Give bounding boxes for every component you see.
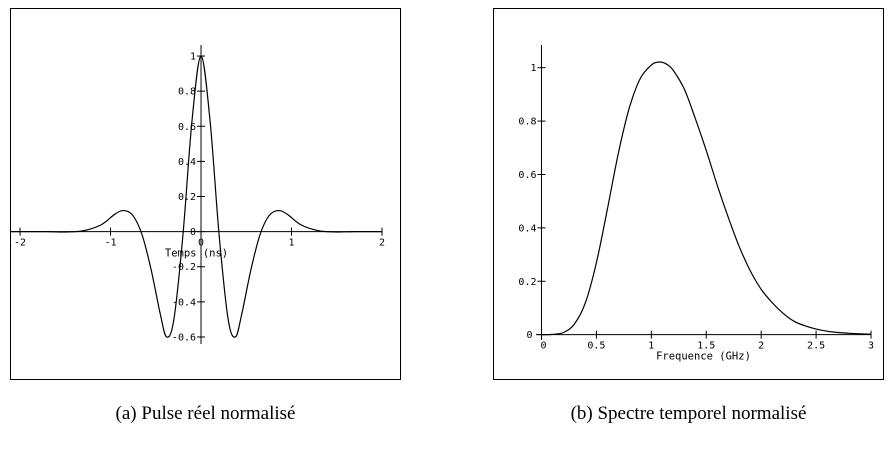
y-tick-label: 0.4 <box>518 223 536 234</box>
y-tick-label: 1 <box>530 63 536 74</box>
y-tick-label: 0.8 <box>518 117 536 128</box>
chart-panel-b: 0 0.5 1 1.5 2 2.5 3 0 0.2 0.4 0.6 0.8 1 Frequence (GH… <box>493 8 884 380</box>
series-line <box>11 55 383 338</box>
y-tick-label: 0 <box>526 330 532 341</box>
x-axis-label: Temps (ns) <box>165 248 228 260</box>
y-tick-label: -0.2 <box>172 262 196 273</box>
y-tick-label: -0.4 <box>172 297 196 308</box>
x-axis-label: Frequence (GHz) <box>656 351 751 363</box>
y-tick-label: 1 <box>190 52 196 63</box>
y-tick-label: 0.6 <box>178 122 196 133</box>
y-tick-label: 0.6 <box>518 170 536 181</box>
y-tick-label: 0.8 <box>178 87 196 98</box>
x-tick-label: 0 <box>540 341 546 352</box>
caption-b: (b) Spectre temporel normalisé <box>570 403 807 424</box>
y-tick-label: 0.4 <box>178 157 196 168</box>
x-tick-label: -2 <box>14 238 26 249</box>
x-tick-label: -1 <box>105 238 117 249</box>
x-tick-label: 1 <box>648 341 654 352</box>
y-tick-label: 0.2 <box>178 192 196 203</box>
chart-panel-a: -2 -1 0 1 2 -0.6 -0.4 -0.2 0 0.2 0.4 0.6 0.8 1 Temps (… <box>10 8 401 380</box>
x-tick-label: 1 <box>288 238 294 249</box>
x-tick-label: 0 <box>198 238 204 249</box>
x-tick-label: 0.5 <box>587 341 605 352</box>
caption-a: (a) Pulse réel normalisé <box>115 403 296 424</box>
x-tick-label: 3 <box>868 341 874 352</box>
x-tick-label: 1.5 <box>697 341 715 352</box>
y-tick-label: 0.2 <box>518 277 536 288</box>
x-tick-label: 2 <box>758 341 764 352</box>
x-tick-label: 2 <box>379 238 385 249</box>
chart-a-svg: -2 -1 0 1 2 -0.6 -0.4 -0.2 0 0.2 0.4 0.6 0.8 1 Temps (… <box>11 45 385 344</box>
y-tick-label: 0 <box>190 227 196 238</box>
y-tick-label: -0.6 <box>172 332 196 343</box>
series-line <box>541 61 872 336</box>
x-tick-label: 2.5 <box>807 341 825 352</box>
